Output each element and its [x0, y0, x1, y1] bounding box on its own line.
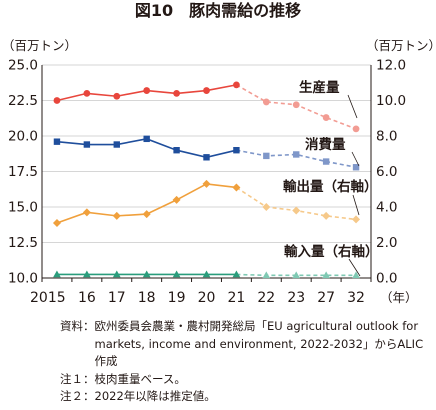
grid-lines	[42, 64, 371, 243]
note-1: 注１：枝肉重量ベース。	[60, 371, 186, 386]
data-point-circle	[292, 101, 300, 109]
x-tick-label: 27	[317, 290, 335, 306]
chart-svg: 10.0 12.5 15.0 17.5 20.0 22.5 25.0 0.0 2.0 4.0 6.0…	[2, 38, 436, 306]
series-label-triangle: 輸入量（右軸）	[284, 243, 379, 260]
data-point-diamond	[172, 195, 181, 204]
data-point-circle	[143, 87, 151, 94]
data-point-square	[173, 147, 180, 154]
leader-line	[348, 258, 361, 277]
x-tick-label: 17	[108, 290, 126, 306]
data-point-circle	[83, 90, 91, 97]
data-point-triangle	[142, 270, 151, 278]
data-point-triangle	[322, 271, 330, 279]
source-note: 資料： 欧州委員会農業・農村開発総局「EU agricultural outlo…	[60, 318, 432, 371]
data-point-circle	[322, 114, 330, 121]
x-tick-label: 23	[287, 290, 305, 306]
data-point-triangle	[53, 270, 61, 278]
series-label-square: 消費量	[305, 136, 346, 153]
data-point-diamond	[142, 210, 151, 219]
chart-title: 図10 豚肉需給の推移	[134, 1, 302, 20]
data-point-circle	[233, 81, 240, 89]
data-point-triangle	[232, 270, 241, 278]
note-2: 注２：2022年以降は推定値。	[60, 389, 216, 403]
left-tick-label: 20.0	[8, 129, 38, 145]
data-point-circle	[173, 90, 180, 97]
data-point-square	[203, 154, 210, 161]
x-tick-label: 21	[227, 290, 245, 306]
left-tick-label: 22.5	[8, 93, 38, 109]
right-tick-label: 10.0	[376, 93, 406, 109]
left-axis-unit: （百万トン）	[2, 38, 77, 53]
right-tick-label: 2.0	[376, 235, 397, 251]
data-point-triangle	[292, 271, 301, 279]
series-label-diamond: 輸出量（右軸）	[283, 178, 378, 195]
axes: 10.0 12.5 15.0 17.5 20.0 22.5 25.0 0.0 2.0 4.0 6.0…	[2, 38, 436, 306]
left-tick-label: 17.5	[8, 164, 38, 180]
data-point-square	[293, 151, 300, 158]
left-tick-label: 12.5	[8, 235, 38, 251]
x-tick-label: 16	[78, 290, 96, 306]
series-label-circle: 生産量	[299, 79, 340, 96]
data-point-triangle	[83, 270, 91, 278]
data-point-circle	[203, 87, 210, 94]
right-axis-unit: （百万トン）	[366, 38, 436, 53]
data-point-square	[352, 164, 360, 171]
data-point-diamond	[322, 211, 331, 220]
x-tick-label: 22	[257, 290, 275, 306]
data-point-diamond	[262, 203, 271, 211]
data-point-circle	[352, 125, 360, 133]
x-tick-label: 19	[168, 290, 186, 306]
x-tick-label: 20	[198, 290, 216, 306]
x-axis-unit: （年）	[380, 290, 418, 305]
data-point-diamond	[232, 183, 241, 192]
right-tick-label: 0.0	[376, 271, 397, 287]
x-tick-label: 32	[347, 290, 365, 306]
data-point-triangle	[112, 270, 121, 278]
chart-notes: 資料： 欧州委員会農業・農村開発総局「EU agricultural outlo…	[60, 318, 432, 406]
data-point-circle	[262, 98, 270, 106]
source-text: 欧州委員会農業・農村開発総局「EU agricultural outlook f…	[94, 319, 424, 368]
series-line-estimate-square	[236, 149, 357, 169]
data-point-square	[53, 138, 61, 145]
right-tick-label: 6.0	[376, 164, 397, 180]
x-tick-label: 18	[138, 290, 156, 306]
data-point-circle	[53, 97, 61, 104]
data-point-square	[113, 141, 120, 148]
data-point-triangle	[202, 270, 211, 278]
left-tick-label: 10.0	[8, 271, 38, 287]
data-point-square	[233, 147, 240, 154]
series-markers	[52, 81, 361, 279]
data-point-circle	[113, 92, 121, 100]
leader-line	[347, 94, 358, 119]
data-point-square	[83, 141, 91, 148]
data-point-diamond	[292, 206, 301, 215]
left-tick-label: 15.0	[8, 200, 38, 216]
right-tick-label: 8.0	[376, 129, 397, 145]
data-point-diamond	[52, 218, 61, 227]
data-point-triangle	[352, 271, 360, 279]
x-tick-label: 2015	[30, 290, 66, 306]
right-tick-label: 12.0	[376, 58, 406, 74]
data-point-diamond	[112, 211, 121, 220]
leader-line	[351, 151, 360, 167]
data-point-square	[322, 158, 330, 165]
left-tick-label: 25.0	[8, 58, 38, 74]
data-point-square	[263, 152, 270, 160]
right-tick-label: 4.0	[376, 200, 397, 216]
source-label: 資料：	[60, 319, 95, 333]
data-point-diamond	[352, 215, 361, 224]
leader-line	[352, 194, 360, 216]
data-point-triangle	[262, 271, 271, 279]
data-point-diamond	[202, 179, 211, 188]
data-point-square	[143, 135, 150, 143]
data-point-diamond	[82, 208, 91, 217]
data-point-triangle	[172, 270, 181, 278]
